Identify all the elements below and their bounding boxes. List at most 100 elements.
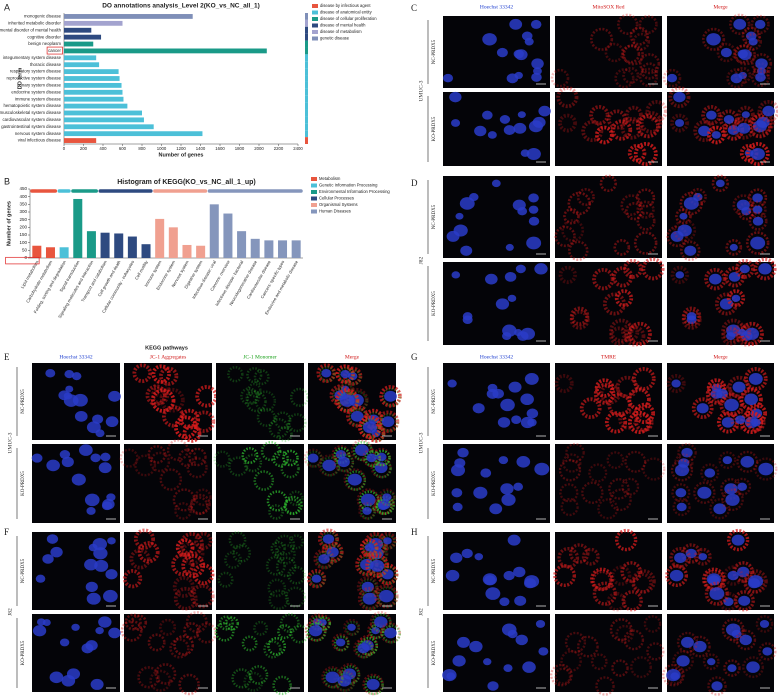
nucleus — [74, 410, 88, 422]
legend-swatch — [311, 177, 317, 181]
nucleus — [681, 447, 693, 458]
signal — [172, 575, 195, 598]
signal — [608, 478, 630, 500]
signal — [316, 551, 334, 569]
bar — [64, 117, 144, 123]
signal — [289, 387, 310, 407]
row-label: KO-PRDX5 — [21, 471, 26, 496]
nucleus — [31, 453, 43, 463]
signal — [629, 26, 649, 46]
nucleus — [347, 473, 362, 486]
signal — [642, 457, 666, 481]
group-label: UMUC-3 — [7, 432, 13, 453]
nucleus — [679, 212, 688, 220]
signal — [214, 621, 235, 642]
signal — [623, 629, 645, 651]
signal — [246, 382, 262, 398]
micrograph — [213, 441, 304, 523]
signal — [730, 409, 751, 430]
signal — [378, 488, 396, 507]
bar — [209, 204, 219, 258]
micrograph — [554, 174, 662, 262]
signal — [360, 589, 381, 610]
signal — [124, 613, 142, 631]
group-label: J82 — [418, 608, 424, 616]
nucleus — [482, 110, 493, 120]
y-tick-label: endocrine system disease — [11, 89, 61, 94]
nucleus — [527, 418, 537, 427]
nucleus — [384, 627, 397, 639]
nucleus — [526, 147, 541, 161]
nucleus — [513, 122, 527, 134]
signal — [672, 650, 694, 672]
nucleus — [347, 623, 356, 631]
signal — [729, 13, 751, 36]
nucleus — [669, 569, 684, 582]
nucleus — [64, 370, 75, 379]
signal — [338, 367, 355, 384]
signal — [630, 656, 653, 679]
image-background — [124, 444, 212, 523]
signal — [726, 68, 747, 89]
signal — [701, 27, 726, 51]
nucleus — [501, 623, 517, 636]
panel-label: C — [411, 3, 417, 13]
signal — [607, 392, 632, 418]
signal — [640, 62, 659, 80]
nucleus — [524, 37, 534, 46]
nucleus — [744, 393, 758, 406]
nucleus — [528, 216, 540, 226]
nucleus — [381, 569, 394, 580]
signal — [268, 418, 290, 439]
signal — [643, 615, 662, 633]
signal — [560, 650, 582, 672]
signal — [743, 569, 768, 594]
nucleus — [538, 105, 551, 117]
nucleus — [706, 33, 721, 46]
nucleus — [360, 493, 376, 507]
y-tick-label: 0 — [24, 255, 27, 260]
signal — [304, 619, 327, 642]
signal — [376, 586, 398, 608]
image-background — [124, 532, 212, 610]
signal — [716, 42, 737, 63]
signal — [122, 569, 143, 589]
bar — [64, 103, 128, 109]
signal — [317, 528, 340, 550]
micrograph — [443, 363, 550, 440]
nucleus — [90, 453, 101, 463]
nucleus — [538, 647, 549, 656]
signal — [590, 567, 614, 592]
bar — [64, 48, 267, 54]
signal — [335, 453, 355, 473]
nucleus — [503, 570, 515, 581]
y-axis-label: DO term — [17, 68, 23, 90]
legend-label: disease of anatomical entity — [320, 10, 373, 15]
signal — [741, 26, 761, 46]
x-tick-label: 2400 — [293, 146, 303, 151]
signal — [614, 68, 635, 89]
signal — [554, 373, 574, 394]
nucleus — [739, 264, 750, 274]
signal — [231, 668, 252, 689]
nucleus — [715, 179, 725, 188]
group-strip — [305, 61, 308, 69]
signal — [569, 306, 590, 327]
micrograph — [553, 528, 662, 612]
signal — [178, 673, 200, 696]
signal — [702, 653, 720, 671]
signal — [190, 583, 215, 609]
x-tick-label: 600 — [119, 146, 127, 151]
group-label: UMUC-3 — [418, 432, 424, 453]
nucleus — [758, 263, 772, 275]
signal — [318, 454, 341, 477]
image-background — [124, 614, 212, 692]
panel-label: H — [411, 527, 418, 537]
signal — [360, 504, 376, 520]
bar — [64, 41, 94, 47]
nucleus — [374, 616, 388, 628]
row-label: NC-PRDX5 — [432, 39, 437, 64]
signal — [272, 675, 292, 696]
signal — [633, 231, 658, 255]
signal — [645, 99, 668, 123]
